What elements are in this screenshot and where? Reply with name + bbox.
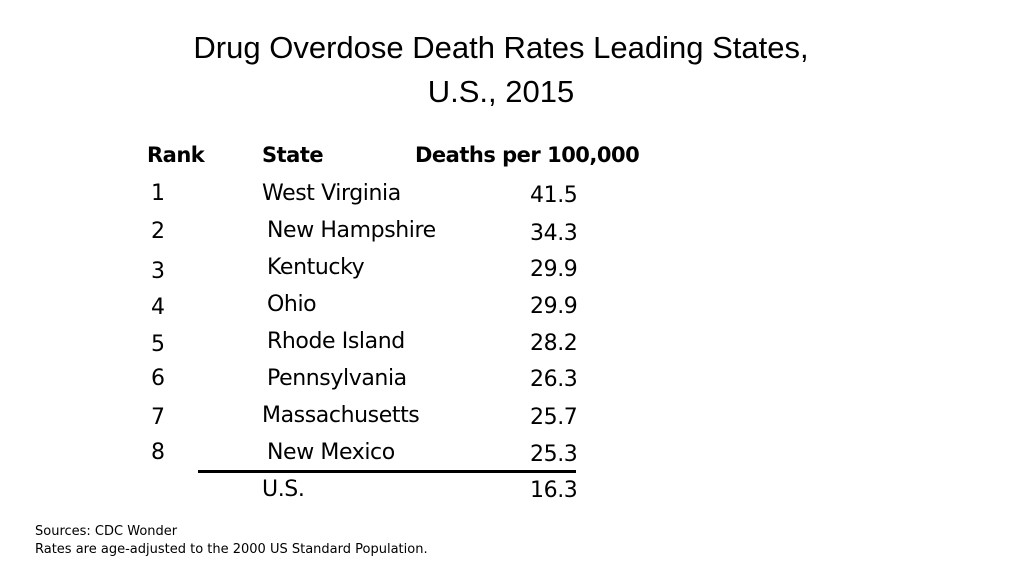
- row-state: West Virginia: [262, 181, 401, 206]
- header-rank: Rank: [147, 143, 205, 167]
- age-adjusted-note: Rates are age-adjusted to the 2000 US St…: [35, 542, 428, 557]
- row-state: Kentucky: [267, 255, 365, 280]
- row-rate: 26.3: [530, 367, 578, 392]
- row-rank: 2: [151, 219, 165, 244]
- row-rank: 4: [151, 295, 165, 320]
- row-state: Rhode Island: [267, 329, 405, 354]
- row-rate: 28.2: [530, 331, 578, 356]
- row-rank: 3: [151, 259, 165, 284]
- row-state: New Hampshire: [267, 218, 436, 243]
- total-divider: [198, 470, 576, 473]
- row-rate: 29.9: [530, 294, 578, 319]
- sources-note: Sources: CDC Wonder: [35, 524, 178, 539]
- row-state: Ohio: [267, 292, 317, 317]
- row-rate: 29.9: [530, 257, 578, 282]
- row-rate: 41.5: [530, 183, 578, 208]
- row-rate: 25.7: [530, 405, 578, 430]
- row-state: Pennsylvania: [267, 366, 407, 391]
- slide-title: Drug Overdose Death Rates Leading States…: [0, 26, 1002, 114]
- row-rate: 34.3: [530, 221, 578, 246]
- row-state: Massachusetts: [262, 403, 420, 428]
- footnotes: Sources: CDC Wonder Rates are age-adjust…: [35, 523, 428, 559]
- row-rank: 6: [151, 366, 165, 391]
- header-state: State: [262, 143, 324, 167]
- row-rank: 7: [151, 405, 165, 430]
- row-rank: 5: [151, 332, 165, 357]
- total-rate: 16.3: [530, 478, 578, 503]
- row-rate: 25.3: [530, 442, 578, 467]
- row-state: New Mexico: [267, 440, 395, 465]
- row-rank: 1: [151, 181, 165, 206]
- total-state: U.S.: [262, 477, 305, 502]
- row-rank: 8: [151, 440, 165, 465]
- title-line-1: Drug Overdose Death Rates Leading States…: [193, 30, 809, 65]
- title-line-2: U.S., 2015: [427, 74, 575, 109]
- header-rate: Deaths per 100,000: [415, 143, 640, 167]
